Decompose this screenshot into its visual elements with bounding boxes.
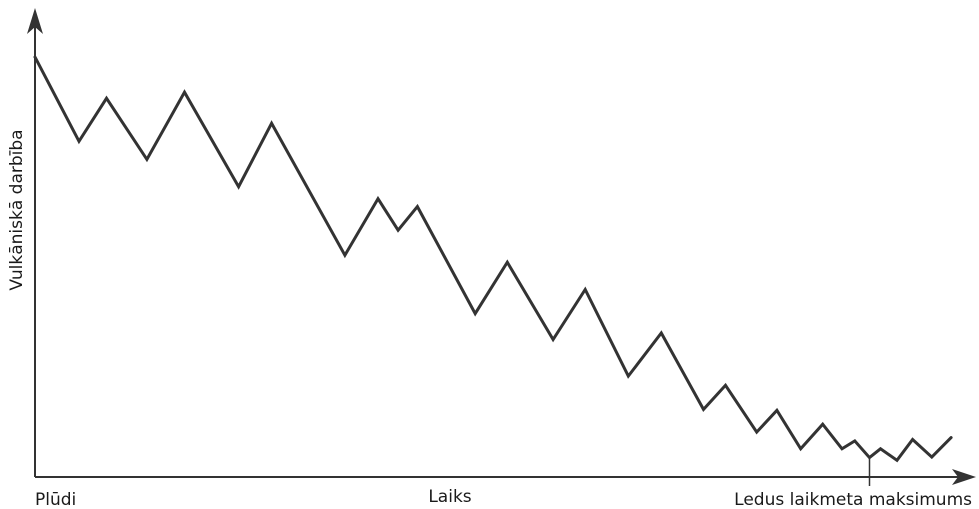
data-point-24 bbox=[853, 439, 856, 443]
data-point-19 bbox=[755, 430, 758, 434]
volcanic-activity-line bbox=[33, 55, 953, 463]
data-point-2 bbox=[105, 97, 108, 100]
y-axis-label: Vulkāniskā darbība bbox=[7, 129, 27, 290]
data-point-15 bbox=[627, 374, 630, 378]
x-end-label: Ledus laikmeta maksimums bbox=[734, 490, 972, 509]
data-point-16 bbox=[660, 331, 663, 335]
data-point-1 bbox=[77, 140, 81, 143]
data-point-5 bbox=[237, 185, 240, 188]
data-point-14 bbox=[584, 288, 587, 291]
data-point-27 bbox=[895, 459, 899, 462]
data-points bbox=[33, 55, 953, 462]
data-point-23 bbox=[840, 447, 844, 450]
x-axis-arrow bbox=[952, 469, 976, 485]
data-point-9 bbox=[396, 229, 400, 232]
data-point-18 bbox=[724, 384, 727, 387]
x-axis-label: Laiks bbox=[428, 487, 471, 507]
data-point-22 bbox=[821, 423, 824, 426]
data-point-25 bbox=[868, 456, 871, 459]
data-point-21 bbox=[799, 447, 802, 450]
data-point-7 bbox=[343, 254, 347, 257]
data-point-6 bbox=[270, 122, 273, 125]
data-point-4 bbox=[183, 91, 186, 94]
data-point-20 bbox=[775, 409, 779, 412]
data-point-0 bbox=[33, 55, 37, 59]
data-point-13 bbox=[551, 338, 555, 341]
y-axis-arrow bbox=[27, 8, 43, 34]
data-point-8 bbox=[376, 197, 380, 200]
data-point-11 bbox=[474, 312, 477, 315]
data-point-28 bbox=[911, 438, 914, 441]
data-point-30 bbox=[949, 436, 953, 439]
data-point-26 bbox=[879, 447, 882, 450]
data-point-12 bbox=[506, 261, 509, 264]
x-start-label: Plūdi bbox=[35, 490, 76, 509]
data-point-3 bbox=[145, 158, 149, 161]
data-point-17 bbox=[702, 408, 705, 411]
data-point-29 bbox=[930, 455, 933, 459]
data-point-10 bbox=[416, 205, 419, 208]
